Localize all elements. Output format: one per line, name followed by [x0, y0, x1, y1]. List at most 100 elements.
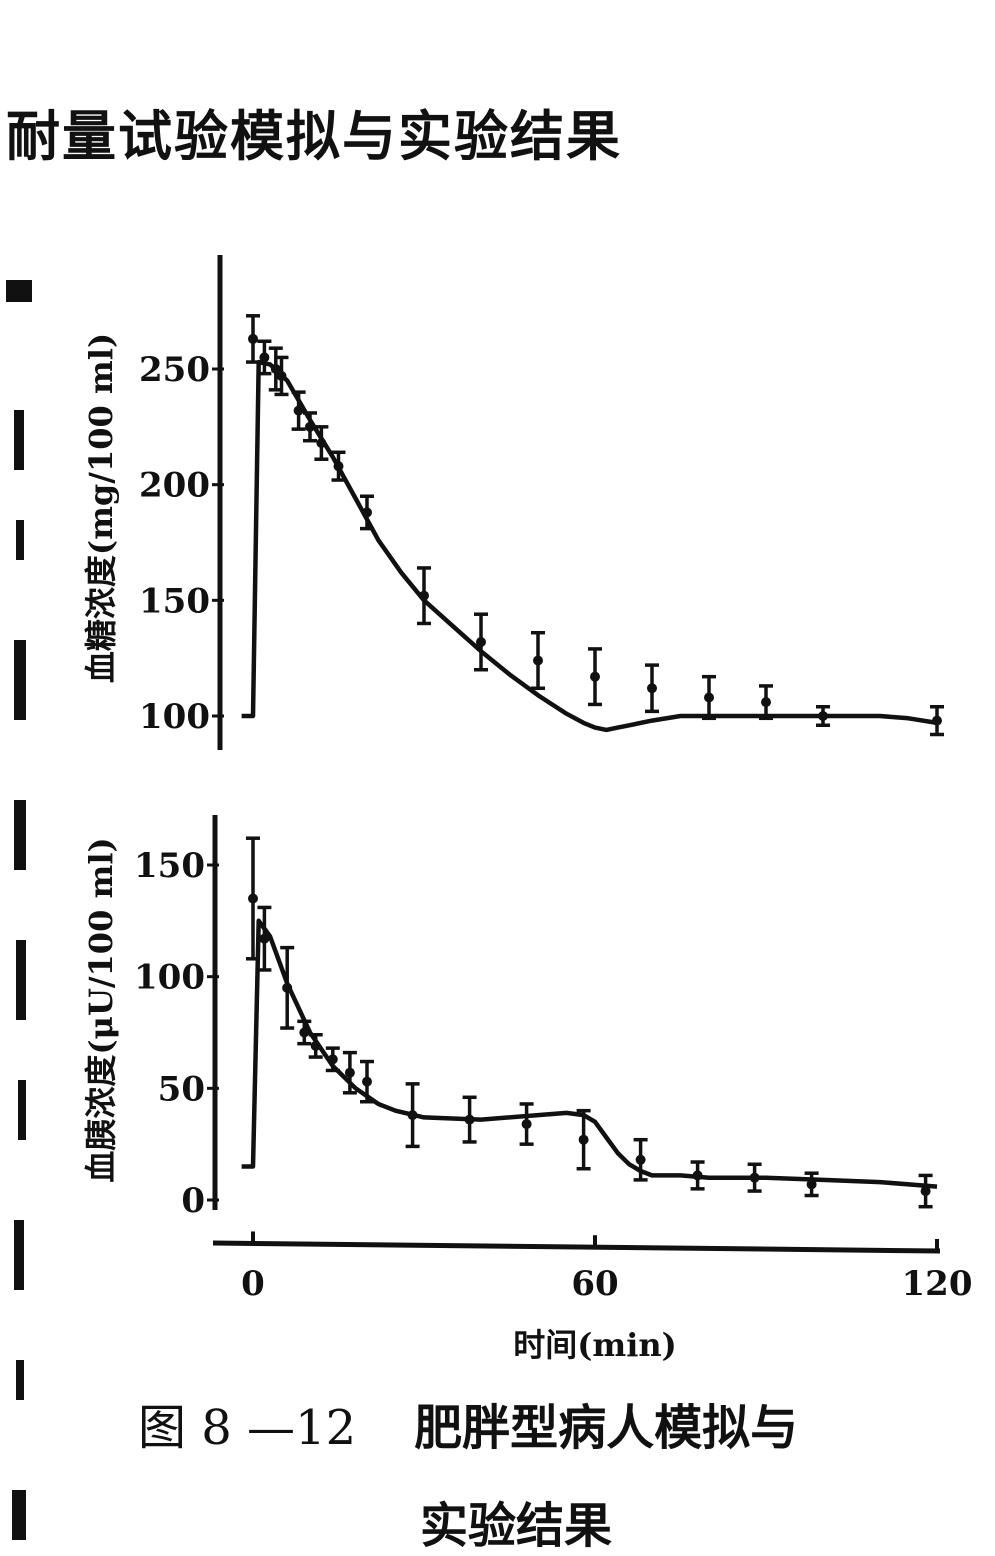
- data-marker: [333, 461, 344, 472]
- data-marker: [533, 655, 543, 666]
- x-tick-label: 0: [241, 1264, 265, 1304]
- glucose-y-tick-label: 150: [139, 581, 210, 621]
- insulin-data-point: [690, 1160, 705, 1191]
- glucose-data-point: [588, 647, 602, 707]
- insulin-data-point: [576, 1108, 591, 1171]
- data-marker: [327, 1054, 338, 1065]
- adjacent-text-fragment: [16, 1360, 24, 1400]
- data-marker: [259, 933, 270, 944]
- x-tick-label: 60: [571, 1264, 618, 1304]
- glucose-measured-points: [246, 314, 944, 737]
- adjacent-text-fragment: [16, 940, 26, 1020]
- insulin-data-point: [308, 1032, 323, 1059]
- data-marker: [932, 715, 942, 726]
- insulin-data-point: [360, 1059, 374, 1104]
- insulin-measured-points: [246, 836, 933, 1209]
- data-marker: [590, 671, 600, 682]
- x-axis-ticks: 0 60 120: [241, 1231, 972, 1304]
- insulin-data-point: [462, 1095, 477, 1144]
- data-marker: [476, 636, 486, 647]
- x-tick-label: 120: [902, 1264, 973, 1304]
- glucose-y-tick-label: 250: [139, 350, 210, 390]
- glucose-data-point: [759, 684, 773, 721]
- insulin-data-point: [405, 1082, 420, 1149]
- insulin-data-point: [747, 1162, 762, 1193]
- figure-title-line1: 肥胖型病人模拟与: [414, 1400, 799, 1456]
- insulin-data-point: [804, 1171, 819, 1198]
- data-marker: [259, 352, 270, 363]
- glucose-y-tick-label: 200: [139, 466, 210, 506]
- data-marker: [305, 421, 315, 432]
- glucose-data-point: [474, 612, 488, 672]
- data-marker: [316, 438, 327, 449]
- insulin-y-tick-label: 0: [181, 1181, 205, 1221]
- adjacent-text-fragment: [18, 1080, 26, 1140]
- data-marker: [692, 1170, 703, 1181]
- data-marker: [419, 590, 429, 601]
- glucose-data-point: [645, 663, 659, 714]
- data-marker: [362, 507, 372, 518]
- glucose-data-point: [291, 390, 306, 431]
- data-marker: [920, 1186, 931, 1197]
- insulin-data-point: [519, 1102, 534, 1146]
- glucose-data-point: [702, 674, 716, 721]
- data-marker: [761, 697, 771, 708]
- adjacent-page-text-strip: [0, 260, 40, 1547]
- glucose-data-point: [274, 355, 289, 397]
- data-marker: [578, 1134, 589, 1145]
- adjacent-text-fragment: [12, 1490, 26, 1540]
- figure-number: 图 8 —12: [138, 1400, 357, 1456]
- adjacent-text-fragment: [6, 280, 32, 302]
- glucose-model-curve: [241, 359, 938, 733]
- page-heading: 耐量试验模拟与实验结果: [6, 104, 622, 168]
- data-marker: [521, 1119, 532, 1130]
- data-marker: [464, 1114, 475, 1125]
- data-marker: [806, 1179, 817, 1190]
- glucose-data-point: [314, 425, 329, 461]
- data-marker: [270, 364, 281, 374]
- data-marker: [407, 1110, 418, 1121]
- insulin-y-axis-title: 血胰浓度(μU/100 ml): [82, 837, 120, 1182]
- data-marker: [704, 692, 714, 703]
- insulin-data-point: [280, 945, 295, 1030]
- data-marker: [248, 333, 258, 344]
- glucose-data-point: [331, 450, 346, 482]
- glucose-data-point: [360, 494, 374, 531]
- adjacent-text-fragment: [14, 640, 26, 720]
- insulin-y-tick-label: 100: [134, 958, 205, 998]
- time-x-axis: 0 60 120 时间(min): [212, 1231, 972, 1364]
- x-axis-title: 时间(min): [513, 1326, 677, 1364]
- data-marker: [647, 683, 657, 694]
- insulin-data-point: [297, 1019, 312, 1046]
- data-marker: [344, 1067, 355, 1078]
- glucose-data-point: [417, 566, 431, 626]
- glucose-data-point: [930, 704, 944, 737]
- data-marker: [362, 1076, 372, 1087]
- insulin-y-tick-label: 150: [134, 846, 205, 886]
- adjacent-text-fragment: [14, 1220, 24, 1290]
- glucose-data-point: [246, 314, 260, 364]
- insulin-data-point: [342, 1050, 357, 1095]
- insulin-chart: 0 50 100 150 血胰浓度(μU/100 ml): [82, 815, 938, 1221]
- glucose-y-tick-label: 100: [139, 697, 210, 737]
- data-marker: [818, 711, 828, 721]
- data-marker: [248, 893, 258, 904]
- glucose-y-axis-title: 血糖浓度(mg/100 ml): [82, 333, 120, 683]
- glucose-data-point: [816, 704, 830, 728]
- glucose-y-ticks: 100 150 200 250: [139, 350, 224, 737]
- x-axis-line: [212, 1240, 941, 1254]
- glucose-data-point: [531, 630, 545, 690]
- insulin-y-ticks: 0 50 100 150: [134, 846, 219, 1221]
- insulin-data-point: [257, 905, 272, 972]
- glucose-data-point: [257, 339, 272, 376]
- insulin-data-point: [325, 1046, 340, 1073]
- data-marker: [293, 405, 304, 416]
- data-marker: [299, 1027, 310, 1038]
- insulin-y-tick-label: 50: [158, 1069, 205, 1109]
- adjacent-text-fragment: [16, 520, 24, 560]
- insulin-data-point: [918, 1173, 933, 1209]
- data-marker: [276, 370, 287, 381]
- figure-caption-line1: 图 8 —12 肥胖型病人模拟与: [138, 1388, 798, 1458]
- glucose-chart: 100 150 200 250 血糖浓度(mg/100 ml): [82, 255, 944, 750]
- insulin-data-point: [633, 1137, 648, 1182]
